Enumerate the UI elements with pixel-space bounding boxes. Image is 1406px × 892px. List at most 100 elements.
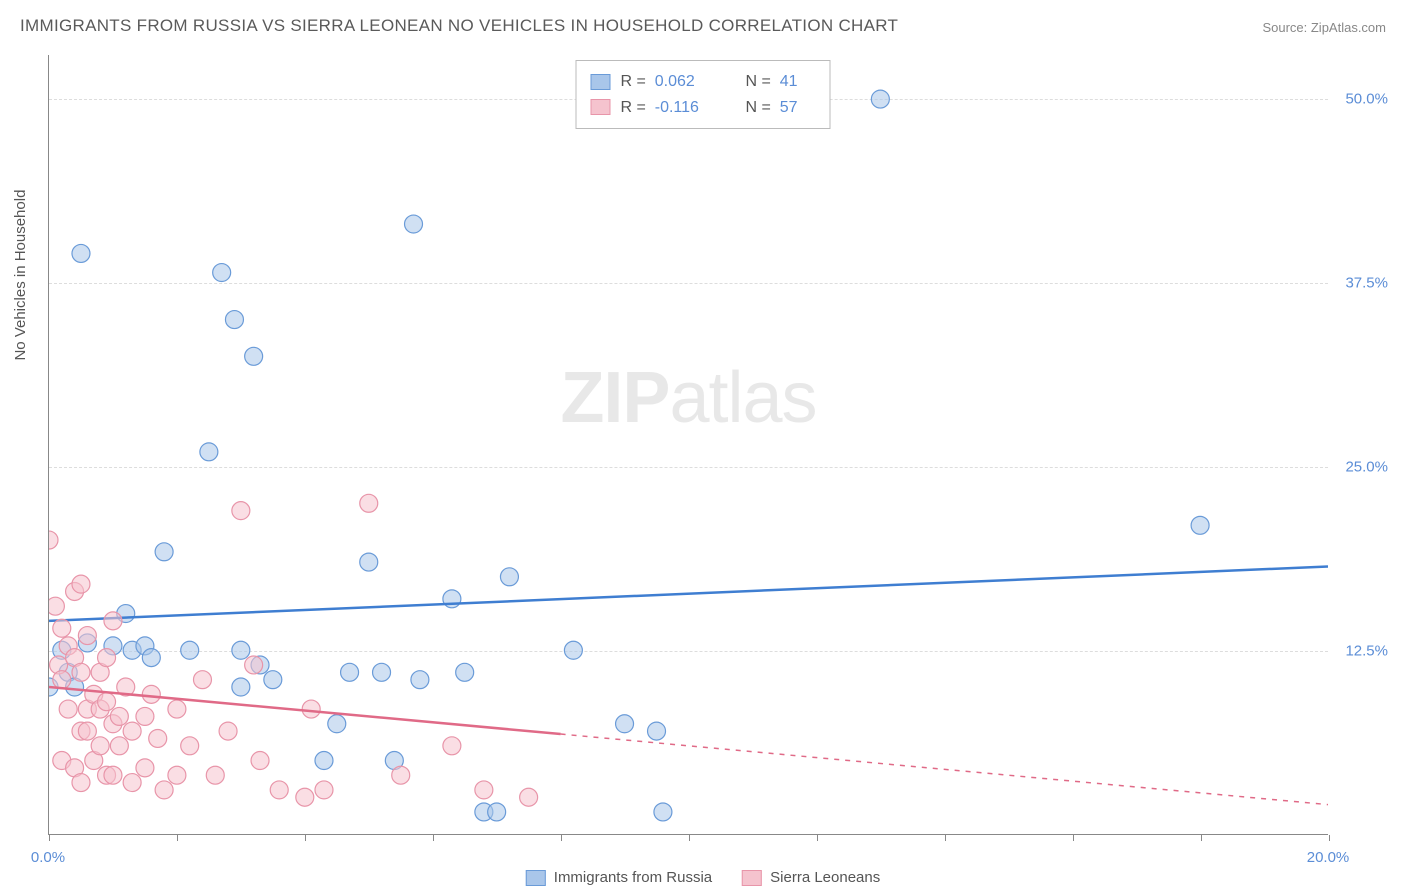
source-link[interactable]: ZipAtlas.com [1311, 20, 1386, 35]
x-tick [49, 835, 50, 841]
x-tick [817, 835, 818, 841]
scatter-point [456, 663, 474, 681]
x-tick [561, 835, 562, 841]
scatter-point [1191, 516, 1209, 534]
scatter-point [98, 693, 116, 711]
scatter-point [200, 443, 218, 461]
scatter-point [110, 707, 128, 725]
scatter-point [213, 264, 231, 282]
x-tick [433, 835, 434, 841]
legend-r-label: R = [621, 73, 646, 90]
scatter-point [251, 752, 269, 770]
scatter-point [654, 803, 672, 821]
scatter-point [296, 788, 314, 806]
chart-plot-area: ZIPatlas 12.5%25.0%37.5%50.0% [48, 55, 1328, 835]
legend-n-label: N = [746, 73, 771, 90]
scatter-point [104, 612, 122, 630]
x-tick [1329, 835, 1330, 841]
scatter-point [232, 641, 250, 659]
legend-r-value: -0.116 [655, 99, 699, 116]
scatter-point [315, 752, 333, 770]
scatter-point [110, 737, 128, 755]
legend-n-value: 57 [780, 99, 798, 116]
scatter-point [142, 649, 160, 667]
scatter-point [91, 737, 109, 755]
scatter-point [193, 671, 211, 689]
legend-n-label: N = [746, 99, 771, 116]
scatter-point [155, 781, 173, 799]
scatter-point [360, 553, 378, 571]
scatter-point [315, 781, 333, 799]
trend-line [49, 566, 1328, 620]
legend-r-value: 0.062 [655, 73, 695, 90]
x-tick [177, 835, 178, 841]
legend-swatch [526, 870, 546, 886]
series-legend: Immigrants from Russia Sierra Leoneans [526, 869, 880, 886]
legend-n-value: 41 [780, 73, 798, 90]
legend-series-name: Immigrants from Russia [554, 869, 712, 886]
scatter-point [616, 715, 634, 733]
y-tick-label: 12.5% [1345, 643, 1388, 660]
scatter-point [564, 641, 582, 659]
legend-swatch [742, 870, 762, 886]
scatter-point [392, 766, 410, 784]
scatter-point [488, 803, 506, 821]
legend-r-label: R = [621, 99, 646, 116]
legend-row: R = 0.062 N = 41 [591, 69, 816, 95]
scatter-point [341, 663, 359, 681]
scatter-point [72, 575, 90, 593]
legend-swatch [591, 74, 611, 90]
scatter-point [500, 568, 518, 586]
scatter-point [475, 781, 493, 799]
scatter-point [871, 90, 889, 108]
chart-title: IMMIGRANTS FROM RUSSIA VS SIERRA LEONEAN… [20, 16, 898, 36]
scatter-point [411, 671, 429, 689]
legend-item: Immigrants from Russia [526, 869, 712, 886]
scatter-point [53, 671, 71, 689]
scatter-point [206, 766, 224, 784]
x-tick [1073, 835, 1074, 841]
scatter-point [49, 531, 58, 549]
scatter-point [328, 715, 346, 733]
scatter-point [520, 788, 538, 806]
scatter-point [136, 759, 154, 777]
scatter-point [648, 722, 666, 740]
scatter-point [232, 502, 250, 520]
scatter-point [245, 656, 263, 674]
scatter-point [181, 641, 199, 659]
x-tick [1201, 835, 1202, 841]
source-attribution: Source: ZipAtlas.com [1262, 20, 1386, 35]
scatter-point [405, 215, 423, 233]
scatter-point [104, 766, 122, 784]
scatter-point [270, 781, 288, 799]
scatter-point [219, 722, 237, 740]
legend-item: Sierra Leoneans [742, 869, 880, 886]
scatter-point [225, 311, 243, 329]
scatter-point [72, 663, 90, 681]
trend-line-extrapolated [561, 734, 1328, 805]
scatter-point [49, 597, 64, 615]
scatter-point [264, 671, 282, 689]
y-tick-label: 25.0% [1345, 459, 1388, 476]
legend-series-name: Sierra Leoneans [770, 869, 880, 886]
scatter-point [155, 543, 173, 561]
scatter-point [168, 700, 186, 718]
x-tick-label: 20.0% [1307, 849, 1350, 866]
scatter-point [123, 774, 141, 792]
y-tick-label: 50.0% [1345, 91, 1388, 108]
x-tick [945, 835, 946, 841]
legend-swatch [591, 99, 611, 115]
scatter-point [168, 766, 186, 784]
scatter-point [72, 244, 90, 262]
y-axis-label: No Vehicles in Household [12, 190, 29, 361]
scatter-point [53, 619, 71, 637]
x-tick [305, 835, 306, 841]
scatter-point [123, 722, 141, 740]
scatter-svg [49, 55, 1328, 834]
scatter-point [360, 494, 378, 512]
x-tick-label: 0.0% [31, 849, 65, 866]
source-prefix: Source: [1262, 20, 1310, 35]
scatter-point [302, 700, 320, 718]
scatter-point [98, 649, 116, 667]
x-tick [689, 835, 690, 841]
